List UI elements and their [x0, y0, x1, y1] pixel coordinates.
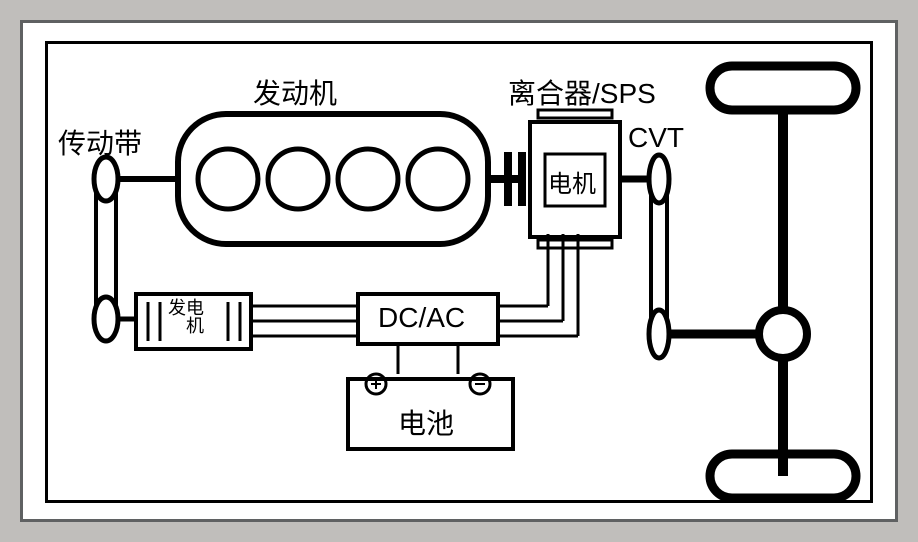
engine-body [178, 114, 488, 244]
wheel-top [710, 66, 856, 110]
cvt-label: CVT [628, 122, 684, 154]
motor-label: 电机 [548, 164, 596, 199]
generator-label: 发电 机 [168, 299, 204, 335]
cvt-pulley-bottom [649, 310, 669, 358]
cylinder-3 [338, 149, 398, 209]
engine-label: 发动机 [253, 72, 337, 112]
differential [759, 310, 807, 358]
cylinder-1 [198, 149, 258, 209]
clutch-sps-label: 离合器/SPS [508, 72, 656, 112]
cylinder-4 [408, 149, 468, 209]
battery-label: 电池 [398, 402, 454, 442]
dcac-label: DC/AC [378, 302, 465, 334]
outer-frame: 发动机 离合器/SPS 传动带 电机 CVT 发电 机 DC/AC 电池 [20, 20, 898, 522]
clutch-plate-1 [504, 152, 512, 206]
belt-label: 传动带 [58, 122, 142, 162]
clutch-plate-2 [518, 152, 526, 206]
inner-frame: 发动机 离合器/SPS 传动带 电机 CVT 发电 机 DC/AC 电池 [45, 41, 873, 503]
diagram-svg [48, 44, 876, 506]
cylinder-2 [268, 149, 328, 209]
